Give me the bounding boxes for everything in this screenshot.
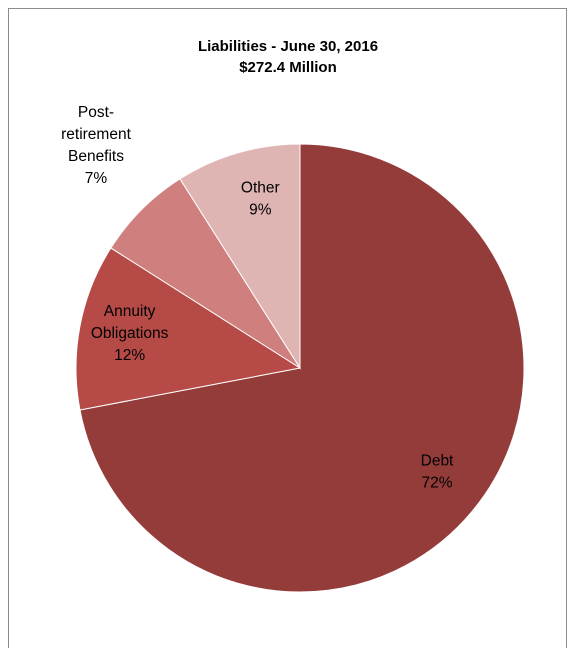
slice-name-label: Post- <box>78 104 114 121</box>
chart-title: Liabilities - June 30, 2016 <box>197 38 379 55</box>
slice-value-label: 7% <box>85 170 108 187</box>
slice-label-2: Post-retirement Benefits 7% <box>61 104 131 187</box>
pie-slice-annuity-obligations <box>75 247 302 411</box>
slice-name-label: retirement <box>61 126 131 143</box>
chart-title-block: Liabilities - June 30, 2016 $272.4 Milli… <box>0 36 576 78</box>
slice-name-label: Debt <box>421 453 454 470</box>
pie-slice-other <box>179 143 301 370</box>
slice-label-3: Other 9% <box>241 179 280 218</box>
slice-name-label: Obligations <box>91 325 169 342</box>
pie-labels: Debt 72% Annuity Obligations 12% Post-retirem… <box>61 104 454 492</box>
slice-value-label: 9% <box>249 201 272 218</box>
slice-value-label: 72% <box>421 475 452 492</box>
slice-name-label: Other <box>241 179 280 196</box>
pie-slices <box>75 143 525 593</box>
slice-label-0: Debt 72% <box>421 453 454 492</box>
slice-name-label: Annuity <box>104 303 156 320</box>
slice-value-label: 12% <box>114 347 145 364</box>
slice-label-1: Annuity Obligations 12% <box>91 303 169 364</box>
chart-subtitle: $272.4 Million <box>239 59 337 76</box>
pie-slice-debt <box>79 143 525 593</box>
slice-name-label: Benefits <box>68 148 124 165</box>
